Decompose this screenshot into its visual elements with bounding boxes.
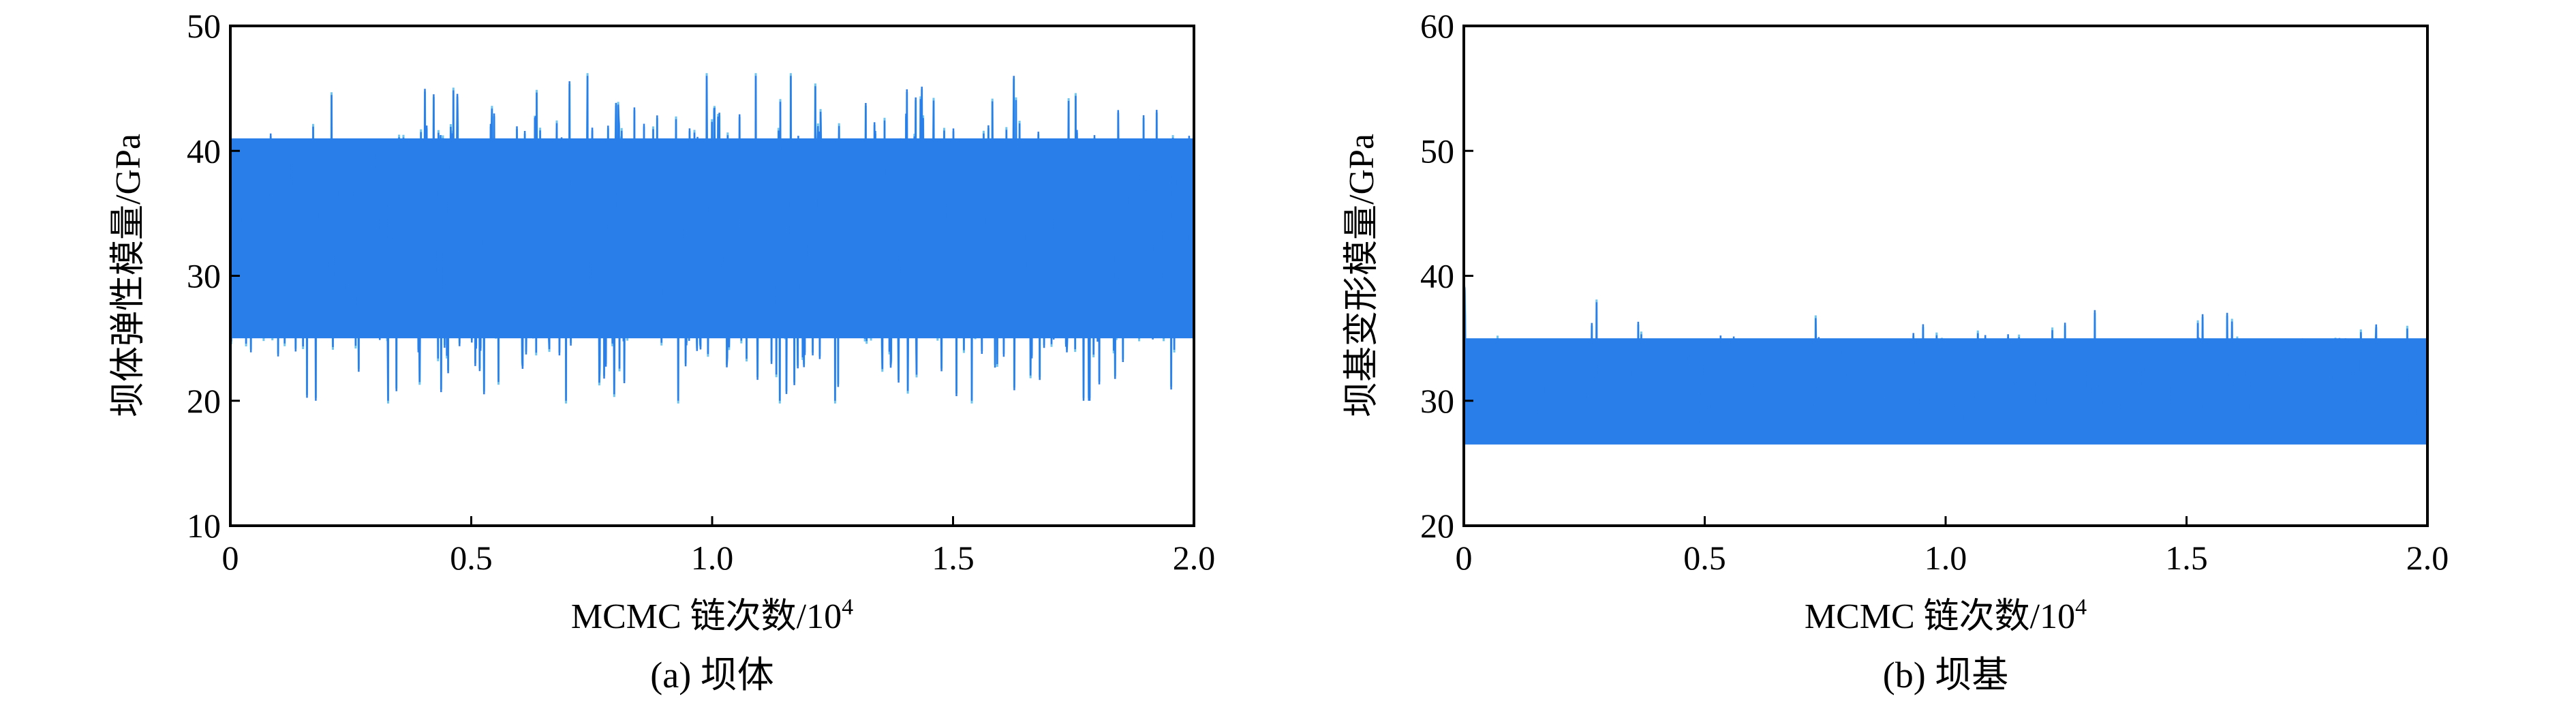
x-tick-label: 1.5 bbox=[2165, 539, 2208, 577]
panel-b-frame bbox=[1462, 25, 2429, 527]
x-tick-label: 2.0 bbox=[1173, 539, 1216, 577]
panel-a-caption: (a) 坝体 bbox=[650, 655, 773, 695]
y-tick-label: 50 bbox=[1420, 132, 1454, 170]
trace-line bbox=[229, 76, 1195, 401]
x-tick-label: 0.5 bbox=[450, 539, 493, 577]
panel-a-xlabel: MCMC 链次数/104 bbox=[571, 595, 853, 636]
panel-b-caption: (b) 坝基 bbox=[1883, 655, 2008, 695]
panel-b-xlabel-exponent: 4 bbox=[2075, 595, 2087, 620]
x-tick-label: 0.5 bbox=[1683, 539, 1726, 577]
x-tick-label: 2.0 bbox=[2406, 539, 2449, 577]
y-tick-label: 10 bbox=[187, 507, 221, 545]
x-tick-label: 0 bbox=[222, 539, 239, 577]
y-tick-label: 50 bbox=[187, 7, 221, 45]
panel-a-trace bbox=[229, 73, 1195, 404]
panel-a-ticks: 0 0.5 1.0 1.5 2.0 10 20 30 40 50 bbox=[187, 7, 1215, 577]
y-tick-label: 30 bbox=[1420, 382, 1454, 420]
y-tick-label: 20 bbox=[187, 382, 221, 420]
x-tick-label: 0 bbox=[1456, 539, 1473, 577]
y-tick-label: 40 bbox=[1420, 257, 1454, 295]
panel-b-trace bbox=[1462, 285, 2429, 445]
panel-b-chart: 0 0.5 1.0 1.5 2.0 20 30 40 50 60 坝基变形模量/GPa MCMC … bbox=[1343, 7, 2449, 695]
panel-a-chart: 0 0.5 1.0 1.5 2.0 10 20 30 40 50 坝体弹性模量/GPa MCMC … bbox=[109, 7, 1215, 695]
x-tick-label: 1.5 bbox=[932, 539, 975, 577]
x-tick-label: 1.0 bbox=[1925, 539, 1967, 577]
trace-line bbox=[1464, 287, 2428, 440]
panel-b-xlabel: MCMC 链次数/104 bbox=[1805, 595, 2087, 636]
y-tick-label: 20 bbox=[1420, 507, 1454, 545]
y-tick-label: 40 bbox=[187, 132, 221, 170]
panel-b-ylabel: 坝基变形模量/GPa bbox=[1343, 134, 1381, 417]
x-tick-label: 1.0 bbox=[691, 539, 734, 577]
y-tick-label: 30 bbox=[187, 257, 221, 295]
panel-b-ticks: 0 0.5 1.0 1.5 2.0 20 30 40 50 60 bbox=[1420, 7, 2449, 577]
y-tick-label: 60 bbox=[1420, 7, 1454, 45]
panel-a-ylabel: 坝体弹性模量/GPa bbox=[109, 134, 148, 417]
panel-a-xlabel-exponent: 4 bbox=[842, 595, 853, 620]
